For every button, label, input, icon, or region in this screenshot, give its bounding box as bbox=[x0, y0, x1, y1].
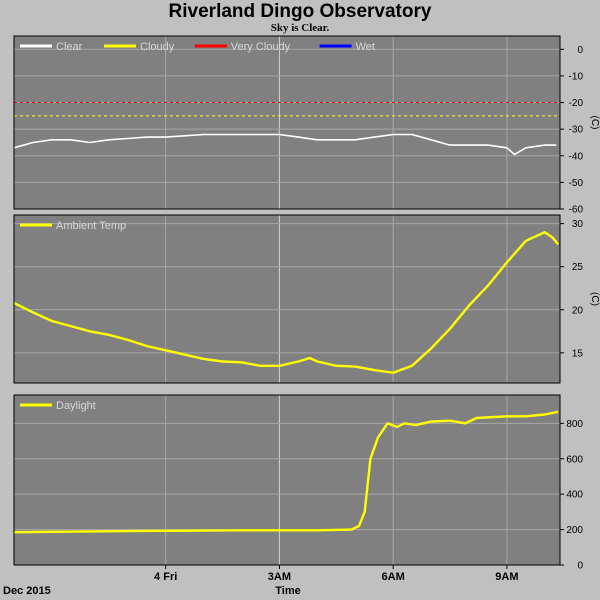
ambient-ytick-label: 25 bbox=[572, 262, 584, 273]
daylight-ytick-label: 200 bbox=[566, 525, 583, 536]
panel-daylight: 800 600 400 200 0 Daylight bbox=[13, 394, 583, 572]
ambient-ytick-label: 15 bbox=[572, 348, 584, 359]
x-tick-label: 6AM bbox=[382, 571, 405, 583]
sky-ytick-label: -40 bbox=[569, 151, 584, 162]
x-date-label: Dec 2015 bbox=[3, 585, 51, 597]
sky-plot-border bbox=[13, 35, 561, 210]
sky-plot-area bbox=[14, 36, 560, 209]
sky-legend-label: Cloudy bbox=[140, 41, 175, 53]
sky-ytick-label: -10 bbox=[569, 71, 584, 82]
sky-ytick-label: -20 bbox=[569, 98, 584, 109]
ambient-legend-label: Ambient Temp bbox=[56, 220, 126, 232]
x-tick-label: 3AM bbox=[268, 571, 291, 583]
sky-ytick-label: -60 bbox=[569, 205, 584, 216]
daylight-ytick-label: 0 bbox=[577, 561, 583, 572]
x-tick-label: 4 Fri bbox=[154, 571, 177, 583]
sky-ytick-label: -50 bbox=[569, 178, 584, 189]
ambient-ytick-label: 30 bbox=[572, 219, 584, 230]
daylight-ytick-label: 600 bbox=[566, 454, 583, 465]
daylight-ytick-label: 800 bbox=[566, 419, 583, 430]
ambient-ytick-label: 20 bbox=[572, 305, 584, 316]
page-title: Riverland Dingo Observatory bbox=[168, 1, 432, 22]
daylight-legend-label: Daylight bbox=[56, 400, 96, 412]
ambient-ylabel: (C) bbox=[589, 292, 600, 306]
panel-sky: 0 -10 -20 -30 -40 -50 -60 (C) Clear Cloudy Very Cl… bbox=[13, 35, 600, 216]
daylight-ytick-label: 400 bbox=[566, 490, 583, 501]
daylight-series-line bbox=[13, 410, 559, 534]
panel-ambient: 30 25 20 15 (C) Ambient Temp bbox=[13, 214, 600, 384]
sky-ytick-label: 0 bbox=[577, 45, 583, 56]
ambient-series-line bbox=[13, 230, 560, 374]
sky-legend-label: Clear bbox=[56, 41, 83, 53]
ambient-plot-area bbox=[14, 215, 560, 383]
sky-ytick-label: -30 bbox=[569, 125, 584, 136]
daylight-plot-area bbox=[14, 395, 560, 565]
page-subtitle: Sky is Clear. bbox=[270, 22, 330, 34]
sky-ylabel: (C) bbox=[589, 116, 600, 130]
x-axis-title: Time bbox=[275, 585, 300, 597]
x-tick-label: 9AM bbox=[495, 571, 518, 583]
sky-series-line bbox=[13, 133, 557, 156]
sky-legend-label: Very Cloudy bbox=[231, 41, 291, 53]
sky-legend-label: Wet bbox=[356, 41, 375, 53]
daylight-plot-border bbox=[13, 394, 561, 566]
ambient-plot-border bbox=[13, 214, 561, 384]
